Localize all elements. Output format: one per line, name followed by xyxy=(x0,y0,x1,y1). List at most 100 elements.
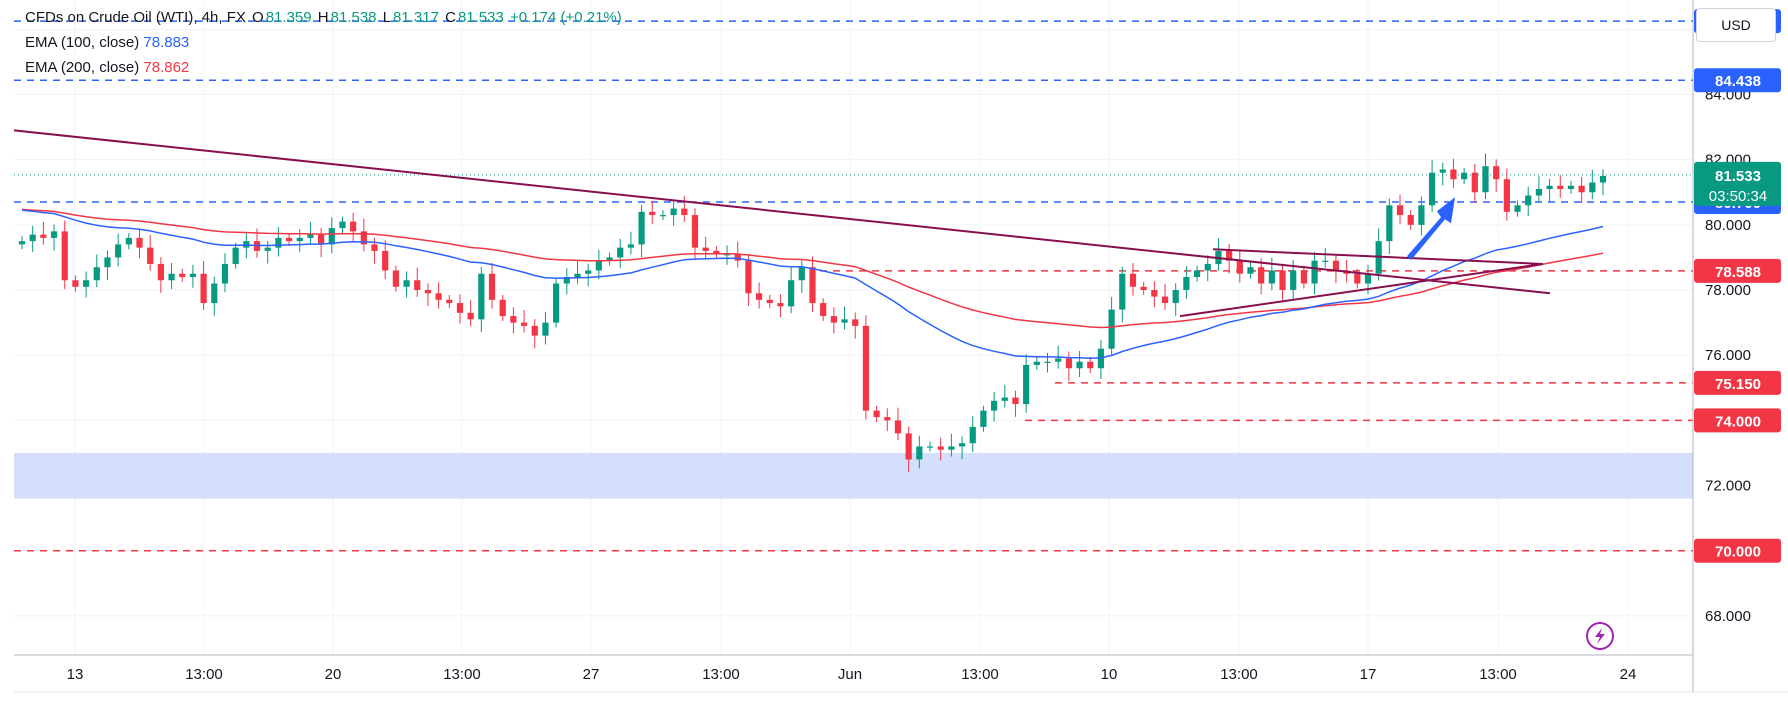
candle-body xyxy=(232,247,239,264)
candle-body xyxy=(777,303,784,307)
ema-200-value: 78.862 xyxy=(143,59,190,76)
candle-body xyxy=(1065,358,1072,369)
candle-body xyxy=(189,273,197,277)
candle-body xyxy=(1525,195,1532,206)
candle-body xyxy=(61,231,68,281)
candle-body xyxy=(1450,169,1457,180)
y-tick-label: 78.000 xyxy=(1705,282,1751,299)
candle-body xyxy=(40,234,47,238)
candle-body xyxy=(1407,215,1414,225)
candle-body xyxy=(1247,267,1254,274)
candle-body xyxy=(339,221,346,229)
ema-200-label: EMA (200, close) xyxy=(25,59,140,76)
price-label-box xyxy=(1694,68,1781,93)
candle-body xyxy=(499,299,506,317)
x-tick-label: 13:00 xyxy=(961,666,999,683)
candle-body xyxy=(1258,267,1265,284)
candle-body xyxy=(221,263,229,284)
candle-body xyxy=(1023,364,1030,405)
candle-body xyxy=(595,260,602,271)
candle-body xyxy=(1087,361,1094,369)
candle-body xyxy=(531,325,538,336)
candle-body xyxy=(136,237,143,248)
candle-body xyxy=(1151,290,1158,297)
candle-body xyxy=(755,293,763,300)
grid xyxy=(14,0,1693,655)
candle-body xyxy=(1567,185,1575,190)
candle-body xyxy=(991,400,998,411)
x-tick-label: 24 xyxy=(1620,666,1637,683)
candle-body xyxy=(937,446,944,450)
candle-body xyxy=(1129,273,1137,287)
current-price-text: 81.533 xyxy=(1715,168,1761,185)
candle-body xyxy=(1471,172,1478,193)
candle-body xyxy=(307,234,314,238)
candle-body xyxy=(1354,273,1361,284)
price-label-box xyxy=(1694,538,1781,563)
candle-body xyxy=(50,231,58,238)
candle-body xyxy=(456,303,464,313)
candle-body xyxy=(1055,358,1062,362)
candle-body xyxy=(969,426,976,444)
candle-body xyxy=(115,244,122,258)
price-label-box xyxy=(1694,258,1781,283)
candle-body xyxy=(1300,270,1307,284)
ohlc-legend: CFDs on Crude Oil (WTI), 4h, FX O 81.359 … xyxy=(25,9,624,26)
candle-body xyxy=(328,228,335,245)
price-label-text: 78.588 xyxy=(1715,264,1761,281)
x-tick-label: 13:00 xyxy=(1220,666,1258,683)
x-tick-label: 20 xyxy=(325,666,342,683)
candle-body xyxy=(798,267,805,281)
candle-body xyxy=(670,208,677,216)
candle-body xyxy=(638,211,645,245)
x-tick-label: 13:00 xyxy=(185,666,223,683)
candle-body xyxy=(93,267,100,281)
candle-body xyxy=(617,247,624,258)
candle-body xyxy=(1001,397,1008,401)
symbol-title[interactable]: CFDs on Crude Oil (WTI), 4h, FX xyxy=(25,9,246,26)
candle-body xyxy=(104,257,111,268)
candle-body xyxy=(467,312,474,320)
candle-body xyxy=(958,443,966,447)
lightning-icon[interactable] xyxy=(1586,622,1614,650)
candle-body xyxy=(916,446,923,460)
candle-body xyxy=(649,211,656,216)
currency-button[interactable]: USD xyxy=(1696,8,1776,42)
candle-body xyxy=(318,234,325,245)
candle-body xyxy=(382,250,389,271)
candle-body xyxy=(296,237,303,242)
ema-100-legend[interactable]: EMA (100, close) 78.883 xyxy=(25,34,189,51)
candle-body xyxy=(424,290,432,294)
candle-body xyxy=(788,280,795,307)
candle-body xyxy=(510,316,517,323)
candle-body xyxy=(820,303,827,317)
open-label: O xyxy=(252,9,264,26)
time-axis[interactable]: 13 13:00 20 13:00 27 13:00 Jun 13:00 10 13:00 17 13… xyxy=(14,654,1788,693)
price-label-text: 70.000 xyxy=(1715,544,1761,561)
low-label: L xyxy=(382,9,392,26)
candle-body xyxy=(1364,273,1372,284)
candle-body xyxy=(360,231,367,245)
candle-body xyxy=(350,221,357,232)
candle-body xyxy=(1204,263,1211,271)
candle-body xyxy=(1493,166,1500,180)
open-value: 81.359 xyxy=(265,9,312,26)
candle-body xyxy=(1322,260,1329,262)
candle-body xyxy=(275,237,282,248)
support-zone xyxy=(14,452,1693,499)
candle-body xyxy=(403,280,410,287)
candle-body xyxy=(1578,185,1585,193)
candle-body xyxy=(1386,205,1393,242)
candle-body xyxy=(585,270,592,274)
x-tick-label: 13:00 xyxy=(443,666,481,683)
candle-body xyxy=(948,446,955,450)
candle-body xyxy=(1183,276,1190,291)
candle-body xyxy=(723,254,731,256)
candle-body xyxy=(1439,169,1446,173)
ema-200-legend[interactable]: EMA (200, close) 78.862 xyxy=(25,59,189,76)
candle-body xyxy=(157,263,164,281)
candle-body xyxy=(1546,185,1553,190)
price-label-text: 74.000 xyxy=(1715,413,1761,430)
candle-body xyxy=(179,273,186,277)
